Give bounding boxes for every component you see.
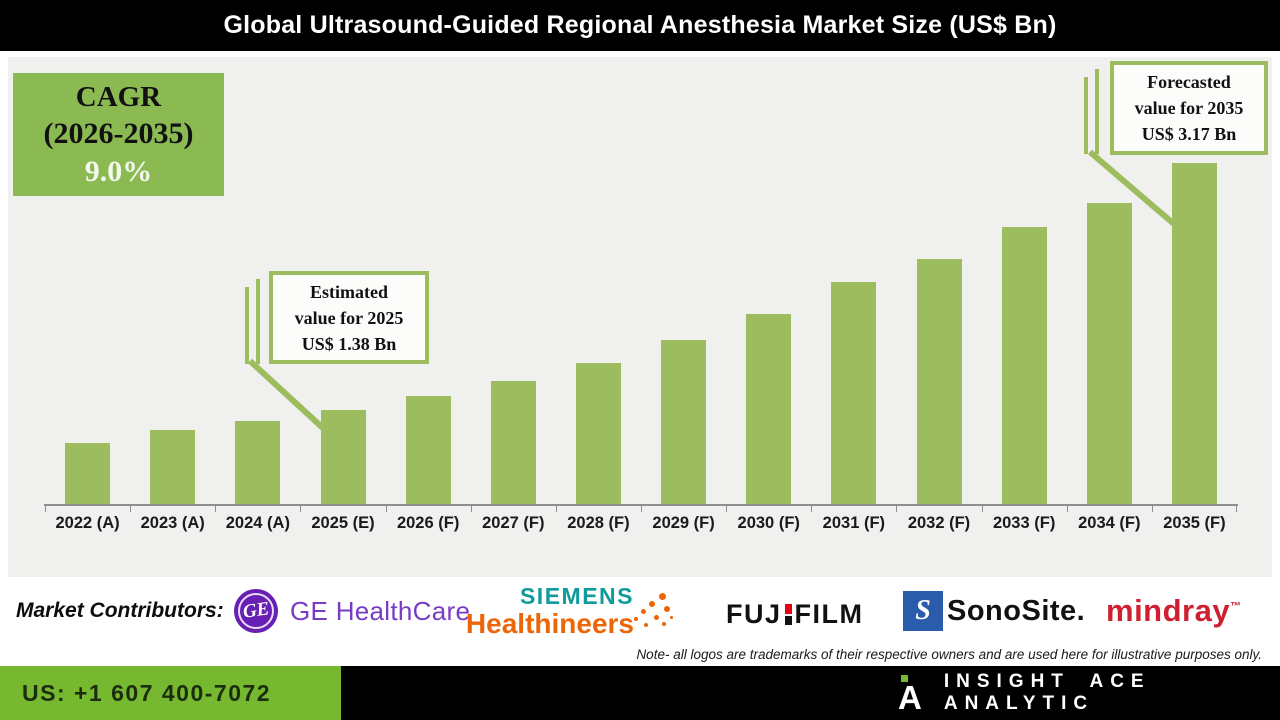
x-axis-tick (641, 506, 642, 512)
x-axis-label: 2028 (F) (567, 514, 630, 532)
fujifilm-i-icon (784, 604, 792, 625)
x-axis-label: 2035 (F) (1163, 514, 1226, 532)
x-axis-tick (130, 506, 132, 512)
sonosite-wordmark: SonoSite. (947, 594, 1086, 627)
x-axis-tick (811, 506, 813, 512)
x-axis-tick (1151, 506, 1153, 512)
x-axis-ticks (45, 506, 1237, 513)
siemens-dots-icon (632, 589, 674, 637)
x-axis-tick (300, 506, 302, 512)
sonosite-s-icon: S (903, 591, 943, 631)
fujifilm-wordmark-right: FILM (794, 599, 864, 629)
x-axis-label: 2031 (F) (822, 514, 886, 532)
x-axis-tick (45, 506, 46, 512)
cagr-period: (2026-2035) (43, 116, 194, 150)
forecast-callout-line1: Forecasted (1147, 72, 1231, 92)
x-axis-label: 2027 (F) (482, 514, 545, 532)
contributors-strip: Market Contributors: GE GE HealthCare SI… (0, 577, 1280, 666)
trademark-note: Note- all logos are trademarks of their … (636, 647, 1262, 662)
x-axis-label: 2030 (F) (737, 514, 800, 532)
x-axis-label: 2029 (F) (652, 514, 715, 532)
x-axis-tick (555, 506, 557, 512)
title-bar: Global Ultrasound-Guided Regional Anesth… (0, 0, 1280, 51)
bar-2034 (1086, 203, 1132, 504)
bar-2025 (320, 410, 366, 504)
bar-plot (45, 57, 1237, 504)
estimated-value-callout: Estimated value for 2025 US$ 1.38 Bn (269, 271, 429, 364)
sonosite-logo: S SonoSite. (903, 591, 1085, 631)
estimated-callout-line2: value for 2025 (294, 307, 404, 328)
bar-2031 (831, 282, 877, 504)
x-axis-tick (1236, 506, 1237, 512)
x-axis-tick (215, 506, 217, 512)
x-axis-tick (896, 506, 898, 512)
forecast-value-callout: Forecasted value for 2035 US$ 3.17 Bn (1110, 61, 1268, 155)
cagr-value: 9.0% (84, 154, 153, 188)
chart-panel: CAGR (2026-2035) 9.0% 2022 (A) 2023 (A) 20… (8, 57, 1272, 577)
footer-bar: US: +1 607 400-7072 A INSIGHT ACE ANALYT… (0, 666, 1280, 720)
bar-2035 (1171, 163, 1217, 504)
bar-2030 (746, 314, 792, 504)
x-axis-label: 2022 (A) (55, 514, 120, 532)
forecast-callout-line2: value for 2035 (1134, 98, 1244, 118)
siemens-wordmark: SIEMENS (519, 583, 634, 609)
bar-2026 (405, 396, 451, 504)
fujifilm-logo: FUJ FILM (726, 599, 864, 630)
cagr-label: CAGR (75, 80, 162, 113)
x-axis-label: 2025 (E) (311, 514, 375, 532)
x-axis-tick (385, 506, 387, 512)
bar-2028 (575, 363, 621, 504)
forecast-callout-line3: US$ 3.17 Bn (1141, 124, 1237, 144)
siemens-healthineers-logo: SIEMENS Healthineers (466, 583, 673, 639)
mindray-wordmark: mindray (1106, 593, 1231, 628)
fujifilm-wordmark-left: FUJ (726, 599, 782, 629)
bar-2023 (150, 430, 196, 504)
bar-2032 (916, 259, 962, 504)
bar-2022 (65, 443, 111, 504)
bar-2024 (235, 421, 281, 504)
x-axis-tick (981, 506, 983, 512)
ge-monogram-icon: GE (234, 589, 278, 633)
ge-healthcare-wordmark: GE HealthCare (290, 595, 471, 626)
bar-2027 (490, 381, 536, 504)
phone-box: US: +1 607 400-7072 (0, 666, 341, 720)
mindray-logo: mindray™ (1106, 593, 1242, 629)
phone-number: US: +1 607 400-7072 (22, 679, 272, 706)
brand-lockup: A INSIGHT ACE ANALYTIC (898, 666, 1280, 720)
estimated-callout-line3: US$ 1.38 Bn (301, 333, 397, 354)
brand-name: INSIGHT ACE ANALYTIC (943, 671, 1151, 714)
cagr-badge: CAGR (2026-2035) 9.0% (13, 73, 224, 196)
x-axis-label: 2033 (F) (992, 514, 1056, 532)
x-axis-labels: 2022 (A) 2023 (A) 2024 (A) 2025 (E) 2026 (F)… (45, 514, 1237, 538)
healthineers-wordmark: Healthineers (465, 608, 634, 639)
x-axis-label: 2026 (F) (396, 514, 460, 532)
x-axis-line (44, 504, 1238, 506)
market-contributors-label: Market Contributors: (16, 599, 224, 622)
mindray-tm: ™ (1230, 600, 1242, 613)
x-axis-label: 2034 (F) (1078, 514, 1141, 532)
bar-2033 (1001, 227, 1047, 504)
chart-title: Global Ultrasound-Guided Regional Anesth… (223, 11, 1057, 39)
x-axis-label: 2023 (A) (140, 514, 205, 532)
estimated-callout-line1: Estimated (310, 281, 388, 302)
x-axis-tick (726, 506, 728, 512)
ge-healthcare-logo: GE GE HealthCare (234, 589, 470, 633)
x-axis-tick (470, 506, 472, 512)
x-axis-label: 2024 (A) (225, 514, 290, 532)
insight-ace-logo-icon: A (898, 673, 922, 714)
x-axis-label: 2032 (F) (907, 514, 971, 532)
bar-2029 (661, 340, 707, 504)
x-axis-tick (1066, 506, 1068, 512)
